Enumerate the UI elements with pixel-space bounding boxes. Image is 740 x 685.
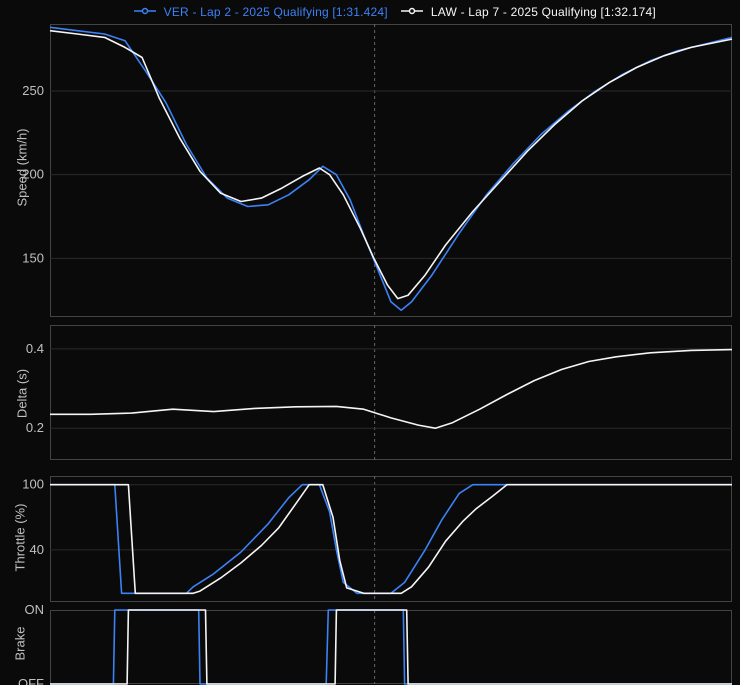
telemetry-root: VER - Lap 2 - 2025 Qualifying [1:31.424]…	[0, 0, 740, 685]
panel-throttle: 40100	[50, 476, 732, 602]
panel-brake: ONOFF	[50, 610, 732, 684]
legend-marker-ver	[134, 5, 156, 19]
ylabel-brake: Brake	[13, 624, 28, 664]
ytick-label: 200	[22, 167, 44, 182]
panel-speed: 150200250	[50, 24, 732, 317]
series-line-1	[50, 485, 732, 594]
ytick-label: 0.4	[26, 341, 44, 356]
ytick-label: 150	[22, 250, 44, 265]
legend-marker-law	[401, 5, 423, 19]
series-line-0	[50, 610, 732, 684]
ytick-label: ON	[25, 602, 45, 617]
ytick-label: 100	[22, 477, 44, 492]
ytick-label: 250	[22, 83, 44, 98]
legend-label-ver: VER - Lap 2 - 2025 Qualifying [1:31.424]	[164, 5, 388, 19]
panel-delta: 0.20.4	[50, 325, 732, 460]
ylabel-delta: Delta (s)	[15, 364, 30, 424]
series-line-0	[50, 485, 732, 594]
ytick-label: OFF	[18, 676, 44, 685]
legend-label-law: LAW - Lap 7 - 2025 Qualifying [1:32.174]	[431, 5, 656, 19]
legend: VER - Lap 2 - 2025 Qualifying [1:31.424]…	[50, 4, 730, 19]
series-line-1	[50, 610, 732, 684]
series-line-0	[50, 350, 732, 429]
ylabel-throttle: Throttle (%)	[13, 498, 28, 578]
ytick-label: 40	[30, 542, 44, 557]
ytick-label: 0.2	[26, 420, 44, 435]
series-line-0	[50, 27, 732, 310]
